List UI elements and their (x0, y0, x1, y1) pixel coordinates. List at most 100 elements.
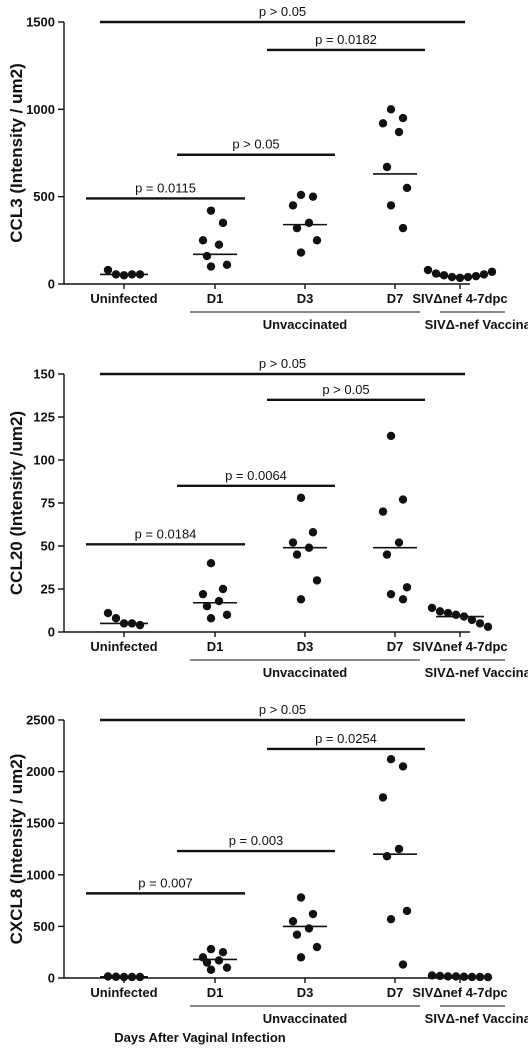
data-point (483, 972, 493, 982)
data-point (483, 622, 493, 632)
data-point (214, 240, 224, 249)
x-category-label: D1 (207, 639, 224, 654)
x-category-label: SIVΔnef 4-7dpc (412, 639, 507, 654)
data-point (386, 201, 396, 210)
y-tick-label: 1000 (26, 867, 55, 882)
p-value-label: p > 0.05 (259, 4, 306, 19)
y-tick-label: 500 (33, 919, 55, 934)
data-point (206, 559, 216, 568)
data-point (304, 924, 314, 933)
data-point (378, 119, 388, 128)
data-point (475, 619, 485, 628)
data-point (198, 589, 208, 599)
data-point (292, 550, 302, 559)
data-point (103, 608, 113, 618)
data-point (214, 956, 224, 965)
group-label: Unvaccinated (263, 317, 348, 332)
y-tick-label: 1500 (26, 816, 55, 831)
data-point (398, 762, 408, 771)
data-point (386, 914, 396, 924)
data-point (427, 971, 437, 980)
x-category-label: Uninfected (90, 291, 157, 306)
data-point (402, 183, 412, 193)
p-value-label: p > 0.05 (259, 356, 306, 371)
data-point (394, 538, 404, 547)
data-point (296, 248, 306, 257)
data-point (292, 930, 302, 939)
x-category-label: D7 (387, 291, 404, 306)
y-tick-label: 0 (48, 971, 55, 986)
data-point (487, 267, 497, 276)
y-axis-label: CCL3 (Intensity / um2) (7, 63, 26, 242)
data-point (206, 944, 216, 954)
data-point (304, 218, 314, 228)
data-point (206, 206, 216, 215)
p-value-label: p = 0.0254 (315, 731, 377, 746)
y-tick-label: 2000 (26, 764, 55, 779)
group-label: Unvaccinated (263, 665, 348, 680)
x-category-label: D3 (297, 639, 314, 654)
data-point (296, 190, 306, 200)
y-tick-label: 75 (41, 496, 55, 511)
data-point (222, 963, 232, 972)
data-point (288, 917, 298, 926)
y-axis-label: CXCL8 (Intensity / um2) (7, 754, 26, 945)
data-point (439, 271, 449, 280)
data-point (463, 272, 473, 282)
x-category-label: D3 (297, 985, 314, 1000)
data-point (296, 953, 306, 962)
p-value-label: p = 0.003 (229, 833, 284, 848)
data-point (435, 971, 445, 981)
x-category-label: Uninfected (90, 639, 157, 654)
p-value-label: p = 0.007 (138, 875, 193, 890)
y-tick-label: 0 (48, 277, 55, 292)
data-point (119, 271, 129, 280)
group-label: Unvaccinated (263, 1011, 348, 1026)
data-point (292, 223, 302, 233)
y-tick-label: 125 (33, 410, 55, 425)
data-point (386, 105, 396, 114)
y-tick-label: 2500 (26, 713, 55, 728)
data-point (382, 550, 392, 559)
data-point (402, 906, 412, 916)
data-point (296, 493, 306, 503)
data-point (398, 960, 408, 969)
data-point (206, 262, 216, 271)
data-point (206, 965, 216, 974)
x-axis-title: Days After Vaginal Infection (114, 1030, 286, 1045)
x-category-label: D3 (297, 291, 314, 306)
data-point (378, 793, 388, 802)
chart-panel-1: CCL3 (Intensity / um2) 0 500 1000 1500 Uninfe… (7, 4, 528, 332)
data-point (135, 620, 145, 630)
x-category-label: SIVΔnef 4-7dpc (412, 291, 507, 306)
data-point (214, 596, 224, 606)
y-tick-label: 1500 (26, 15, 55, 30)
p-value-label: p > 0.05 (259, 702, 306, 717)
p-value-label: p = 0.0115 (135, 180, 196, 195)
x-category-label: D1 (207, 291, 224, 306)
data-point (402, 583, 412, 592)
p-value-label: p = 0.0184 (135, 526, 197, 541)
x-category-label: Uninfected (90, 985, 157, 1000)
data-point (198, 236, 208, 245)
data-point (296, 893, 306, 902)
p-value-label: p > 0.05 (322, 382, 369, 397)
y-tick-label: 0 (48, 625, 55, 640)
data-point (398, 595, 408, 604)
y-tick-label: 100 (33, 453, 55, 468)
data-point (382, 852, 392, 861)
data-point (312, 942, 322, 952)
data-point (386, 755, 396, 764)
data-point (312, 576, 322, 585)
data-point (111, 614, 121, 623)
data-point (308, 192, 318, 201)
data-point (398, 223, 408, 233)
data-point (394, 844, 404, 854)
data-point (435, 607, 445, 616)
y-axis-label: CCL20 (Intensity /um2) (7, 411, 26, 595)
chart-panel-2: CCL20 (Intensity /um2) 0 25 50 75 100 125 150 Un… (7, 356, 528, 680)
data-point (312, 236, 322, 245)
data-point (467, 615, 477, 625)
data-point (479, 270, 489, 279)
data-point (386, 589, 396, 599)
